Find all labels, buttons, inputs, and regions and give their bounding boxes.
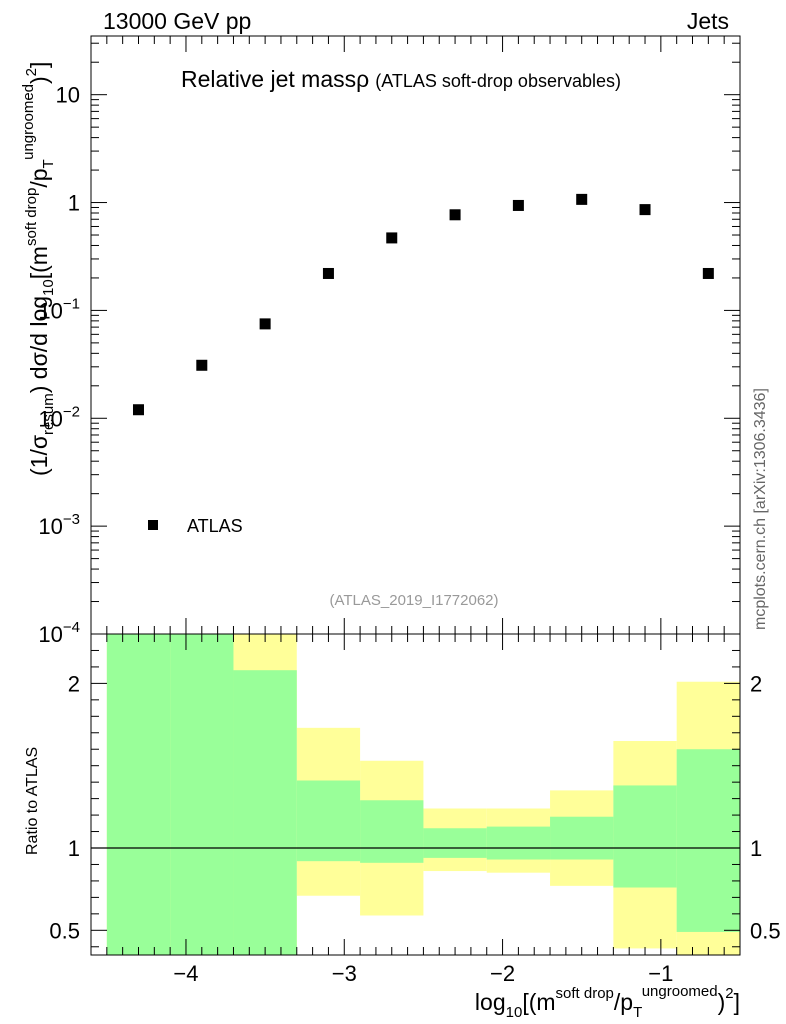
data-point-4 [386, 232, 398, 244]
analysis-tag: (ATLAS_2019_I1772062) [329, 592, 498, 609]
band-green-2 [233, 670, 297, 955]
main-panel-frame [90, 35, 741, 635]
x-tick-label: −3 [332, 961, 357, 986]
band-green-1 [170, 634, 234, 955]
ratio-y-tick-label-right: 0.5 [750, 918, 781, 943]
main-marks [132, 193, 714, 416]
x-tick-label: −1 [648, 961, 673, 986]
ratio-y-tick-label-right: 1 [750, 836, 762, 861]
ratio-y-axis-label: Ratio to ATLAS [24, 747, 41, 855]
main-y-tick-label: 10 [56, 83, 80, 108]
band-green-6 [486, 826, 551, 860]
main-y-tick-label: 1 [68, 191, 80, 216]
band-green-7 [550, 816, 614, 860]
x-tick-label: −2 [490, 961, 515, 986]
main-y-tick-label: 10−3 [38, 511, 80, 539]
legend-marker [148, 520, 158, 530]
main-y-tick-label: 10−1 [38, 295, 80, 323]
data-point-0 [132, 404, 144, 416]
chart-subtitle: (ATLAS soft-drop observables) [375, 71, 621, 91]
main-y-tick-label: 10−4 [38, 619, 80, 647]
band-green-8 [613, 785, 677, 888]
ratio-y-tick-label: 1 [68, 836, 80, 861]
legend-label: ATLAS [187, 516, 243, 536]
data-point-7 [576, 193, 588, 205]
main-y-axis-label: (1/σresum) dσ/d log10[(msoft drop/pTungr… [20, 62, 57, 476]
x-tick-label: −4 [173, 961, 198, 986]
band-green-0 [106, 634, 171, 955]
x-axis-label: log10[(msoft drop/pTungroomed)2] [475, 983, 740, 1021]
chart-title-text: Relative jet mass [181, 66, 356, 92]
ratio-y-tick-label-right: 2 [750, 671, 762, 696]
band-green-5 [423, 828, 487, 858]
chart-title-symbol: ρ [356, 66, 369, 92]
data-point-9 [702, 267, 714, 279]
ratio-y-tick-label: 2 [68, 671, 80, 696]
chart-title: Relative jet massρ (ATLAS soft-drop obser… [181, 66, 621, 92]
ratio-y-tick-label: 0.5 [49, 918, 80, 943]
header-left: 13000 GeV pp [103, 8, 251, 34]
band-green-3 [296, 780, 361, 862]
legend: ATLAS [148, 516, 243, 536]
data-point-2 [259, 318, 271, 330]
data-point-6 [512, 199, 524, 211]
main-y-tick-label: 10−2 [38, 403, 80, 431]
header-right: Jets [687, 8, 729, 34]
data-point-8 [639, 204, 651, 216]
axes: −4 −3 −2 −1 10 1 10−1 10−2 10−3 10−4 0.5 0.5 1 1 2 2 [38, 35, 781, 986]
data-point-5 [449, 209, 461, 221]
ratio-bands [91, 634, 740, 955]
band-green-4 [360, 800, 424, 863]
data-point-1 [196, 359, 208, 371]
data-point-3 [322, 267, 334, 279]
side-label: mcplots.cern.ch [arXiv:1306.3436] [752, 388, 769, 630]
band-green-9 [676, 749, 740, 932]
ratio-panel-frame [90, 633, 741, 956]
